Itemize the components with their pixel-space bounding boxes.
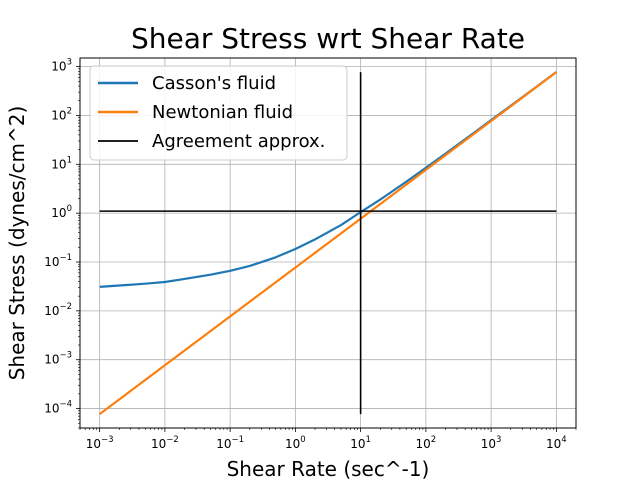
y-tick-label: 101 <box>51 155 72 171</box>
x-tick-label: 102 <box>416 435 437 451</box>
x-tick-label: 104 <box>546 435 567 451</box>
x-tick-label: 10−2 <box>151 435 179 451</box>
y-tick-label: 10−2 <box>44 302 72 318</box>
plot-series <box>98 71 558 415</box>
x-tick-label: 10−1 <box>216 435 244 451</box>
y-axis-label: Shear Stress (dynes/cm^2) <box>5 106 29 381</box>
x-tick-label: 103 <box>481 435 502 451</box>
chart-title: Shear Stress wrt Shear Rate <box>131 22 525 55</box>
y-tick-label: 102 <box>51 106 72 122</box>
plot-frame <box>79 57 577 429</box>
legend-label-casson-s-fluid: Casson's fluid <box>152 73 276 94</box>
legend-box <box>89 65 348 161</box>
axis-ticks: 10−3 10−2 10−1 100 101 102 103 104 10−4 10−3 10−2 1… <box>44 58 577 451</box>
legend-label-agreement-approx: Agreement approx. <box>152 131 325 152</box>
legend: Casson's fluid Newtonian fluid Agreement a… <box>89 65 348 161</box>
legend-label-newtonian-fluid: Newtonian fluid <box>152 102 293 123</box>
y-tick-label: 10−4 <box>44 400 72 416</box>
series-line-newtonian-fluid <box>98 71 558 415</box>
y-tick-label: 10−1 <box>44 253 72 269</box>
y-tick-label: 103 <box>51 58 72 74</box>
x-axis-label: Shear Rate (sec^-1) <box>227 457 430 480</box>
x-tick-label: 100 <box>285 435 306 451</box>
y-tick-label: 10−3 <box>44 351 72 367</box>
x-tick-label: 101 <box>350 435 371 451</box>
x-tick-label: 10−3 <box>86 435 114 451</box>
y-tick-label: 100 <box>51 204 72 220</box>
